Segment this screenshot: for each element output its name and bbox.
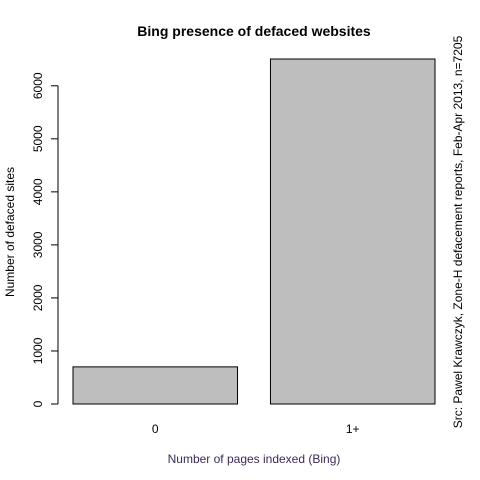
- x-tick-label: 0: [152, 422, 159, 436]
- x-tick-label: 1+: [346, 422, 360, 436]
- y-axis: 0 1000 2000 3000 4000 5000 6000: [31, 72, 59, 407]
- chart-title: Bing presence of defaced websites: [137, 23, 371, 39]
- bar-one-plus: [269, 58, 436, 405]
- y-tick-label: 4000: [31, 178, 45, 205]
- y-tick-label: 2000: [31, 284, 45, 311]
- source-note: Src: Pawel Krawczyk, Zone-H defacement r…: [451, 35, 465, 428]
- y-tick-label: 1000: [31, 337, 45, 364]
- y-tick-label: 5000: [31, 125, 45, 152]
- x-tick-labels: 0 1+: [152, 422, 360, 436]
- y-axis-label: Number of defaced sites: [3, 167, 17, 297]
- y-tick-label: 3000: [31, 231, 45, 258]
- x-axis-label: Number of pages indexed (Bing): [168, 452, 341, 466]
- bars-group: [72, 58, 436, 405]
- bar-zero: [72, 366, 239, 405]
- y-tick-label: 6000: [31, 72, 45, 99]
- y-tick-label: 0: [31, 400, 45, 407]
